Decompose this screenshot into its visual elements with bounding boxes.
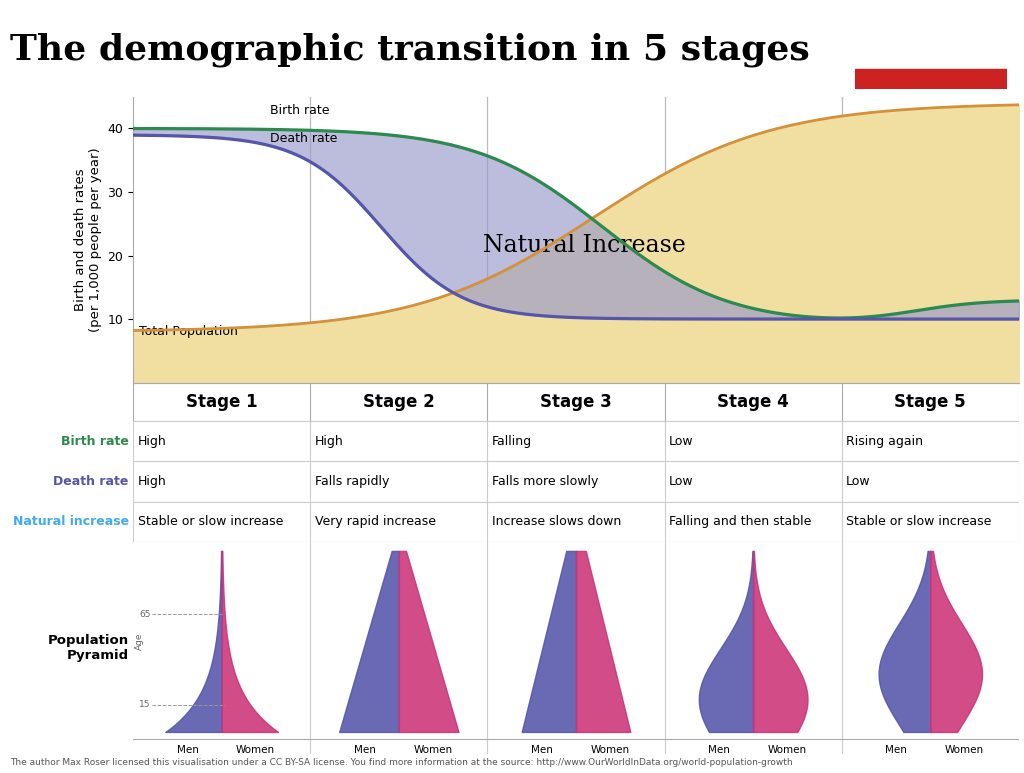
Text: 65: 65 — [139, 610, 151, 618]
Text: Increase slows down: Increase slows down — [492, 516, 622, 528]
Text: Age: Age — [134, 632, 143, 650]
Text: Falling and then stable: Falling and then stable — [669, 516, 811, 528]
Text: Death rate: Death rate — [270, 131, 338, 145]
Text: 15: 15 — [139, 700, 151, 710]
Text: Stage 2: Stage 2 — [362, 393, 435, 411]
Text: Women: Women — [236, 744, 275, 754]
Bar — [855, 69, 1007, 89]
Text: Men: Men — [709, 744, 730, 754]
Text: High: High — [137, 475, 166, 488]
Text: Rising again: Rising again — [846, 435, 924, 448]
Text: Women: Women — [590, 744, 630, 754]
Text: The author Max Roser licensed this visualisation under a CC BY-SA license. You f: The author Max Roser licensed this visua… — [10, 758, 793, 767]
Text: Stable or slow increase: Stable or slow increase — [137, 516, 283, 528]
Text: Stage 5: Stage 5 — [895, 393, 966, 411]
Text: Very rapid increase: Very rapid increase — [314, 516, 435, 528]
Y-axis label: Birth and death rates
(per 1,000 people per year): Birth and death rates (per 1,000 people … — [74, 148, 102, 332]
Text: Low: Low — [669, 435, 693, 448]
Text: High: High — [137, 435, 166, 448]
Text: Men: Men — [177, 744, 199, 754]
Text: Population
Pyramid: Population Pyramid — [47, 634, 129, 662]
Text: Low: Low — [669, 475, 693, 488]
Text: Stable or slow increase: Stable or slow increase — [846, 516, 991, 528]
Text: Birth rate: Birth rate — [60, 435, 129, 448]
Text: Men: Men — [531, 744, 553, 754]
Text: Natural increase: Natural increase — [12, 516, 129, 528]
Text: Men: Men — [354, 744, 376, 754]
Text: Stage 1: Stage 1 — [186, 393, 257, 411]
Text: Women: Women — [944, 744, 984, 754]
Text: in Data: in Data — [902, 49, 959, 63]
Text: Low: Low — [846, 475, 870, 488]
Text: Women: Women — [413, 744, 453, 754]
Text: Women: Women — [767, 744, 807, 754]
Text: The demographic transition in 5 stages: The demographic transition in 5 stages — [10, 32, 810, 67]
Text: High: High — [314, 435, 343, 448]
Text: Falls rapidly: Falls rapidly — [314, 475, 389, 488]
Text: Natural Increase: Natural Increase — [483, 234, 686, 257]
Text: Falling: Falling — [492, 435, 532, 448]
Text: Birth rate: Birth rate — [270, 104, 330, 117]
Text: Falls more slowly: Falls more slowly — [492, 475, 598, 488]
Text: Stage 3: Stage 3 — [540, 393, 612, 411]
Text: Men: Men — [886, 744, 907, 754]
Text: Stage 4: Stage 4 — [717, 393, 790, 411]
Text: Death rate: Death rate — [53, 475, 129, 488]
Text: Total Population: Total Population — [139, 325, 239, 339]
Text: Our World: Our World — [891, 29, 971, 43]
